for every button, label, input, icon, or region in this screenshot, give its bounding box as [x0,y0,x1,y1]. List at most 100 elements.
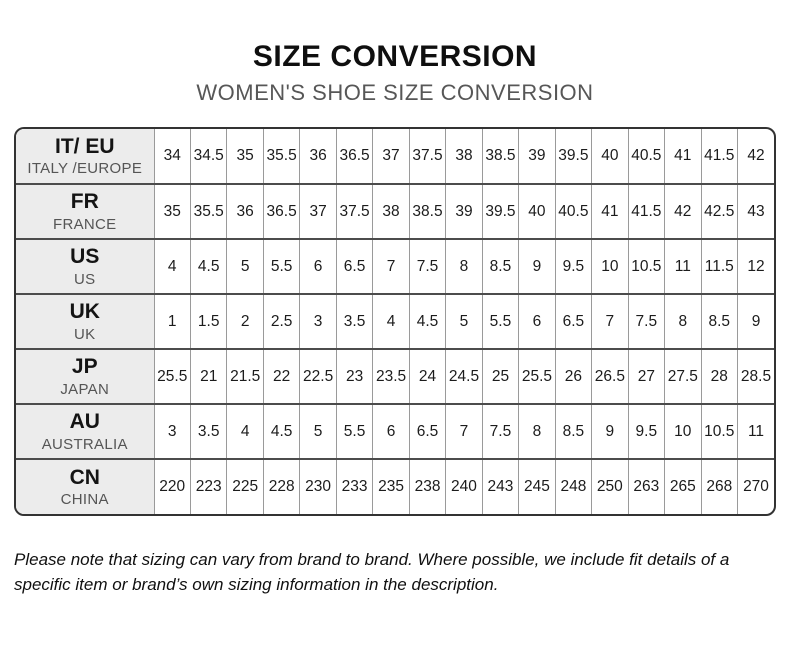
size-cell: 9 [518,238,556,294]
row-region: FRANCE [53,215,117,233]
size-cell: 27 [627,348,666,404]
size-cell: 23.5 [372,348,410,404]
size-table-body: IT/ EU ITALY /EUROPE 34 34.5 35 35.5 36 36.5 3… [16,129,774,514]
size-cell: 3.5 [335,293,374,349]
size-cell: 248 [554,458,593,514]
size-cell: 7 [445,403,483,459]
row-code: IT/ EU [54,134,115,158]
row-code: CN [69,465,100,489]
size-cell: 6 [372,403,410,459]
size-cell: 243 [481,458,520,514]
size-cell: 38 [372,183,410,239]
size-cell: 41 [591,183,629,239]
size-cell: 4.5 [408,293,447,349]
size-cell: 5.5 [335,403,374,459]
size-cell: 8.5 [481,238,520,294]
size-cell: 41.5 [627,183,666,239]
row-header: FR FRANCE [16,183,155,239]
size-cell: 4.5 [189,238,228,294]
footer-note: Please note that sizing can vary from br… [14,550,730,594]
size-cell: 235 [372,458,410,514]
size-cell: 220 [153,458,191,514]
row-code: FR [70,190,99,214]
size-cell: 12 [737,238,774,294]
size-cell: 42 [737,129,774,184]
size-cell: 4 [226,403,264,459]
size-cell: 35 [153,183,191,239]
size-cell: 265 [664,458,702,514]
size-cell: 35.5 [189,183,228,239]
table-row: AU AUSTRALIA 3 3.5 4 4.5 5 5.5 6 6.5 7 7.5 8 8.5 9 9.… [16,403,774,459]
size-conversion-page: SIZE CONVERSION WOMEN'S SHOE SIZE CONVER… [0,40,790,597]
size-cell: 38.5 [481,129,520,184]
size-cell: 11 [737,403,774,459]
size-cell: 6 [518,293,556,349]
size-cell: 9 [591,403,629,459]
size-cell: 3 [299,293,337,349]
size-cell: 250 [591,458,629,514]
page-title: SIZE CONVERSION [252,40,538,73]
size-cell: 39.5 [554,129,593,184]
size-cell: 10 [591,238,629,294]
row-region: UK [74,325,96,343]
size-cell: 8 [518,403,556,459]
size-cell: 5 [226,238,264,294]
row-header: JP JAPAN [16,348,155,404]
size-cell: 10 [664,403,702,459]
size-cell: 36 [226,183,264,239]
row-region: ITALY /EUROPE [27,160,143,178]
size-cell: 8 [664,293,702,349]
size-cell: 37.5 [335,183,374,239]
size-cell: 23 [335,348,374,404]
size-cell: 7 [591,293,629,349]
size-cell: 28.5 [737,348,774,404]
size-cell: 4 [372,293,410,349]
size-cell: 22 [262,348,301,404]
row-code: AU [69,410,100,434]
table-row: IT/ EU ITALY /EUROPE 34 34.5 35 35.5 36 36.5 3… [16,129,774,184]
size-cell: 238 [408,458,447,514]
size-cell: 230 [299,458,337,514]
size-cell: 9.5 [627,403,666,459]
size-cell: 40 [591,129,629,184]
size-cell: 10.5 [700,403,739,459]
size-cell: 25.5 [153,348,191,404]
size-cell: 3 [153,403,191,459]
table-row: JP JAPAN 25.5 21 21.5 22 22.5 23 23.5 24 24.5 25 2… [16,348,774,404]
row-header: US US [16,238,155,294]
row-region: JAPAN [60,380,110,398]
size-cell: 1.5 [189,293,228,349]
size-cell: 2 [226,293,264,349]
table-row: FR FRANCE 35 35.5 36 36.5 37 37.5 38 38.5 39 39.5… [16,183,774,239]
table-row: CN CHINA 220 223 225 228 230 233 235 238 240 243 2… [16,458,774,514]
size-cell: 24 [408,348,447,404]
size-cell: 4.5 [262,403,301,459]
size-cell: 39 [445,183,483,239]
size-cell: 9 [737,293,774,349]
table-row: US US 4 4.5 5 5.5 6 6.5 7 7.5 8 8.5 9 9.5 10 10.5 11 11… [16,238,774,294]
row-region: AUSTRALIA [41,435,128,453]
size-cell: 10.5 [627,238,666,294]
size-cell: 225 [226,458,264,514]
size-cell: 43 [737,183,774,239]
row-region: CHINA [60,491,109,509]
size-cell: 7.5 [627,293,666,349]
size-cell: 42 [664,183,702,239]
size-cell: 35.5 [262,129,301,184]
size-cell: 39.5 [481,183,520,239]
size-cell: 39 [518,129,556,184]
size-cell: 40.5 [554,183,593,239]
size-cell: 34 [153,129,191,184]
size-cell: 9.5 [554,238,593,294]
size-cell: 6.5 [554,293,593,349]
size-cell: 40.5 [627,129,666,184]
size-cell: 5.5 [481,293,520,349]
size-cell: 8 [445,238,483,294]
size-cell: 26 [554,348,593,404]
size-cell: 22.5 [299,348,337,404]
table-row: UK UK 1 1.5 2 2.5 3 3.5 4 4.5 5 5.5 6 6.5 7 7.5 8 8.5 9 [16,293,774,349]
row-code: US [70,245,100,269]
size-cell: 41 [664,129,702,184]
size-cell: 268 [700,458,739,514]
size-cell: 11 [664,238,702,294]
